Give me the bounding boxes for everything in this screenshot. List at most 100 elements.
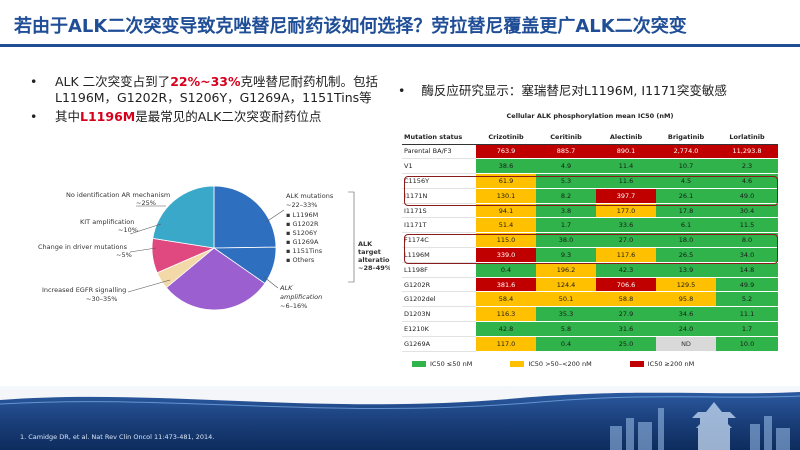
city-skyline-graphic xyxy=(610,402,790,450)
ic50-cell: 0.4 xyxy=(476,262,536,278)
ic50-cell: 706.6 xyxy=(596,277,656,293)
label-kit-pct: ~10% xyxy=(118,226,138,234)
ic50-cell: 17.8 xyxy=(656,203,716,219)
footer-wave-graphic xyxy=(0,386,800,410)
highlight-box-i1171 xyxy=(404,176,778,206)
mutation-cell: I1171N xyxy=(402,188,476,204)
legend-swatch xyxy=(510,360,525,367)
ic50-cell: 26.5 xyxy=(656,247,716,263)
ic50-table: Mutation status Crizotinib Ceritinib Ale… xyxy=(402,122,778,352)
left-bullets: • ALK 二次突变占到了22%~33%克唑替尼耐药机制。包括L1196M，G1… xyxy=(30,74,385,128)
table-row: G1269A 117.0 0.4 25.0 ND 10.0 xyxy=(402,336,778,352)
mutation-cell: D1203N xyxy=(402,306,476,323)
table-row: G1202del 58.4 50.1 58.8 95.8 5.2 xyxy=(402,291,778,308)
ic50-cell: 42.3 xyxy=(596,262,656,278)
legend-item: IC50 >50–<200 nM xyxy=(510,359,592,368)
resistance-mechanism-pie-figure: No identification AR mechanism ~25% KIT … xyxy=(28,162,395,348)
ic50-cell: 124.4 xyxy=(536,277,596,293)
table-row: C1156Y 61.9 5.3 11.6 4.5 4.6 xyxy=(402,173,778,189)
ic50-cell: 31.6 xyxy=(596,321,656,337)
label-no-id: No identification AR mechanism xyxy=(66,191,170,199)
mutation-cell: G1269A xyxy=(402,336,476,352)
label-mut-1: ▪ L1196M xyxy=(286,211,318,219)
table-row: L1198F 0.4 196.2 42.3 13.9 14.8 xyxy=(402,262,778,278)
ic50-cell: 5.8 xyxy=(536,321,596,337)
ic50-cell: 24.0 xyxy=(656,321,716,337)
ic50-cell: 35.3 xyxy=(536,306,596,323)
label-driver: Change in driver mutations xyxy=(38,243,128,251)
ic50-cell: 5.2 xyxy=(716,291,778,308)
table-row: G1202R 381.6 124.4 706.6 129.5 49.9 xyxy=(402,277,778,293)
bullet-text: 克唑替尼耐药机制。包括L1196M，G1202R，S1206Y，G1269A，1… xyxy=(55,74,379,105)
mutation-cell: L1196M xyxy=(402,247,476,263)
label-mut-4: ▪ G1269A xyxy=(286,238,319,246)
bullet-text: ALK 二次突变占到了 xyxy=(55,74,171,89)
table-body: Parental BA/F3 763.9 885.7 890.1 2,774.0 11,2… xyxy=(402,144,778,352)
ic50-cell: ND xyxy=(656,336,716,352)
pie-slices xyxy=(151,185,277,311)
pie-svg: No identification AR mechanism ~25% KIT … xyxy=(38,185,395,311)
ic50-cell: 117.0 xyxy=(476,336,536,352)
bullet-dot-icon: • xyxy=(30,74,38,89)
ic50-cell: 397.7 xyxy=(596,188,656,204)
ic50-cell: 196.2 xyxy=(536,262,596,278)
bullet-dot-icon: • xyxy=(398,83,406,98)
label-driver-pct: ~5% xyxy=(116,251,132,259)
table-row: L1196M 339.0 9.3 117.6 26.5 34.0 xyxy=(402,247,778,263)
right-heading: • 酶反应研究显示：塞瑞替尼对L1196M, I1171突变敏感 xyxy=(398,80,727,99)
label-no-id-pct: ~25% xyxy=(136,199,156,207)
pie-slice-no-identification-ar-mechanism xyxy=(152,185,215,249)
bullet-text: 是最常见的ALK二次突变耐药位点 xyxy=(135,109,322,124)
ic50-cell: 2.3 xyxy=(716,158,778,175)
table-row: Parental BA/F3 763.9 885.7 890.1 2,774.0 11,2… xyxy=(402,144,778,160)
ic50-cell: 890.1 xyxy=(596,144,656,160)
ic50-cell: 129.5 xyxy=(656,277,716,293)
bullet-highlight: 22%~33% xyxy=(170,74,241,89)
ic50-cell: 885.7 xyxy=(536,144,596,160)
ic50-cell: 38.0 xyxy=(536,232,596,249)
ic50-cell: 38.6 xyxy=(476,158,536,175)
mutation-cell: C1156Y xyxy=(402,173,476,189)
ic50-cell: 130.1 xyxy=(476,188,536,204)
ic50-cell: 9.3 xyxy=(536,247,596,263)
label-mut-3: ▪ S1206Y xyxy=(286,229,317,237)
ic50-cell: 116.3 xyxy=(476,306,536,323)
col-header: Crizotinib xyxy=(476,122,536,145)
title-divider xyxy=(0,44,800,47)
mutation-cell: L1198F xyxy=(402,262,476,278)
ic50-cell: 10.7 xyxy=(656,158,716,175)
legend-item: IC50 ≤50 nM xyxy=(412,360,472,368)
ic50-cell: 14.8 xyxy=(716,262,778,278)
bullet-text: 其中 xyxy=(55,109,81,124)
ic50-cell: 10.0 xyxy=(716,336,778,352)
table-row: I1171T 51.4 1.7 33.6 6.1 11.5 xyxy=(402,217,778,234)
label-target-3: alteration xyxy=(358,256,390,264)
ic50-cell: 5.3 xyxy=(536,173,596,189)
mutation-cell: F1174C xyxy=(402,232,476,249)
table-row: I1171S 94.1 3.8 177.0 17.8 30.4 xyxy=(402,203,778,219)
ic50-cell: 30.4 xyxy=(716,203,778,219)
legend-swatch xyxy=(412,360,426,367)
col-header: Brigatinib xyxy=(656,122,716,145)
table-title: Cellular ALK phosphorylation mean IC50 (… xyxy=(506,112,674,120)
label-egfr: Increased EGFR signalling xyxy=(42,286,126,294)
legend-label: IC50 >50–<200 nM xyxy=(528,359,592,368)
label-amp-pct: ~6–16% xyxy=(280,302,307,310)
leader-lines xyxy=(127,191,355,293)
ic50-cell: 11,293.8 xyxy=(716,144,778,160)
mutation-cell: I1171T xyxy=(402,217,476,234)
ic50-cell: 13.9 xyxy=(656,262,716,278)
ic50-cell: 115.0 xyxy=(476,232,536,249)
label-mut-2: ▪ G1202R xyxy=(286,220,319,228)
pie-label-group: No identification AR mechanism ~25% KIT … xyxy=(38,191,395,310)
ic50-cell: 4.6 xyxy=(716,173,778,189)
ic50-cell: 58.4 xyxy=(476,291,536,308)
table-row: V1 38.6 4.9 11.4 10.7 2.3 xyxy=(402,158,778,175)
ic50-cell: 25.0 xyxy=(596,336,656,352)
ic50-cell: 27.0 xyxy=(596,232,656,249)
pie-slice-alk-mutations xyxy=(213,185,277,249)
col-header: Mutation status xyxy=(402,122,476,145)
bullet-dot-icon: • xyxy=(30,109,38,124)
ic50-cell: 8.0 xyxy=(716,232,778,249)
ic50-cell: 42.8 xyxy=(476,321,536,337)
